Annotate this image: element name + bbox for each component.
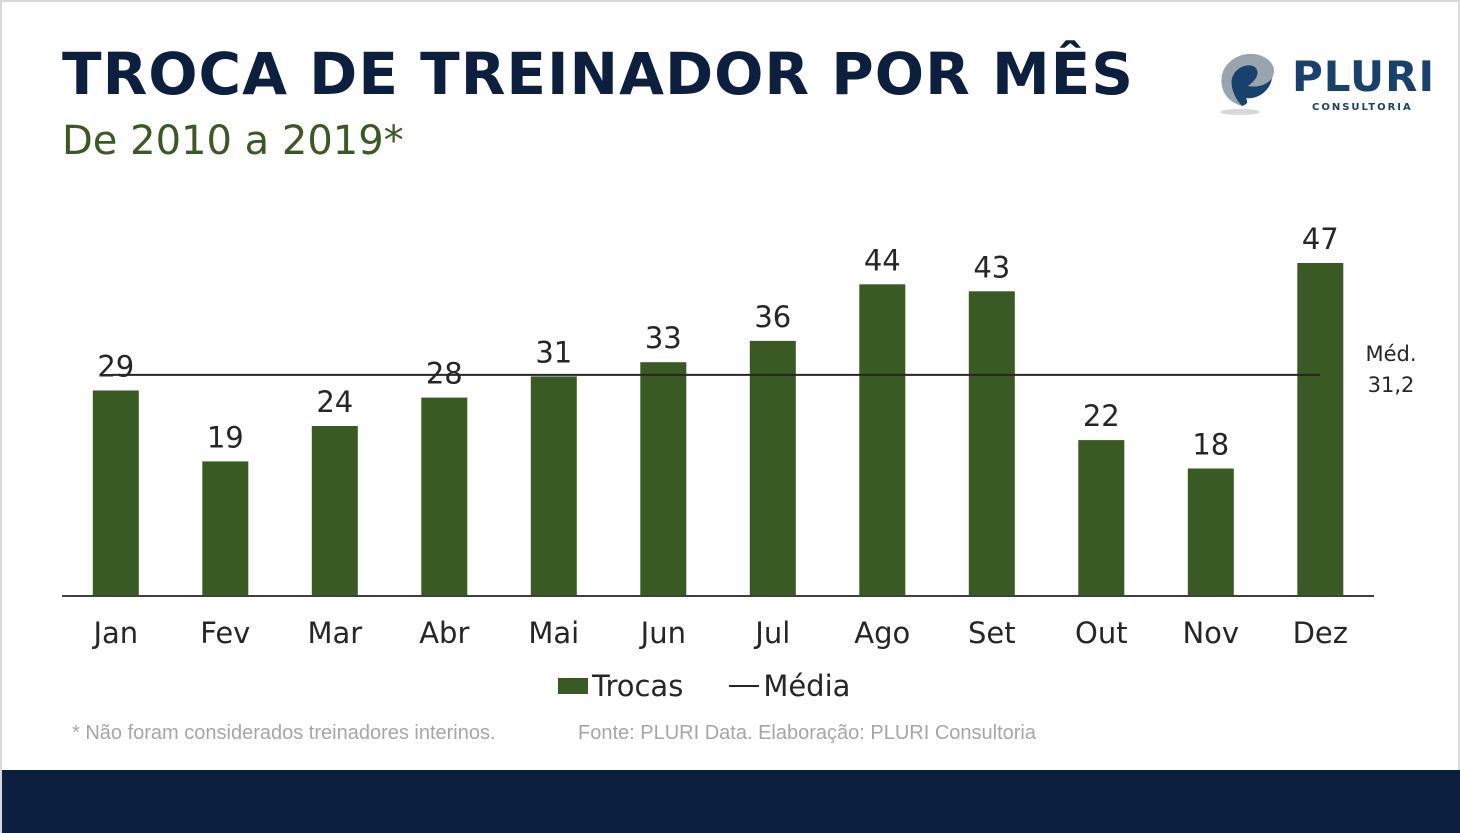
logo-tagline: CONSULTORIA (1312, 102, 1413, 113)
pluri-swirl-icon (1220, 53, 1274, 115)
legend-swatch-media (729, 685, 760, 687)
value-label-mai: 31 (535, 335, 572, 369)
bar-set (968, 291, 1015, 596)
chart-legend: Trocas Média (558, 666, 850, 706)
bar-chart: 29 19 24 28 31 33 36 44 43 22 18 47 Jan Fev Mar Abr Mai… (62, 222, 1417, 650)
category-label-fev: Fev (200, 616, 250, 650)
logo-wordmark: PLURI (1292, 52, 1436, 101)
value-label-jul: 36 (754, 300, 791, 334)
bar-nov (1187, 468, 1234, 596)
category-label-ago: Ago (854, 616, 910, 650)
category-label-out: Out (1075, 616, 1128, 650)
value-label-nov: 18 (1192, 428, 1229, 462)
bar-jun (640, 362, 687, 596)
category-label-set: Set (968, 616, 1016, 650)
value-label-jan: 29 (97, 350, 134, 384)
category-label-abr: Abr (419, 616, 469, 650)
value-label-jun: 33 (645, 321, 682, 355)
bar-out (1078, 440, 1125, 596)
bars-group (92, 263, 1344, 596)
legend-label-media: Média (763, 669, 851, 703)
footer-band (2, 770, 1460, 833)
value-label-fev: 19 (207, 420, 244, 454)
value-label-ago: 44 (864, 243, 901, 277)
value-label-mar: 24 (316, 385, 353, 419)
value-label-dez: 47 (1302, 222, 1339, 256)
bar-mai (530, 376, 577, 596)
legend-swatch-trocas (558, 678, 588, 694)
value-label-set: 43 (973, 250, 1010, 284)
mean-value-label: 31,2 (1368, 373, 1415, 397)
category-label-mar: Mar (307, 616, 362, 650)
bar-abr (421, 397, 468, 596)
footnote: * Não foram considerados treinadores int… (72, 722, 496, 744)
page-title: TROCA DE TREINADOR POR MÊS (62, 40, 1135, 108)
legend-label-trocas: Trocas (592, 669, 684, 703)
page-subtitle: De 2010 a 2019* (62, 118, 404, 164)
category-label-jul: Jul (753, 616, 790, 650)
bar-dez (1297, 263, 1344, 596)
bar-fev (202, 461, 249, 596)
source-note: Fonte: PLURI Data. Elaboração: PLURI Con… (578, 722, 1036, 744)
bar-ago (859, 284, 906, 596)
category-labels-group: Jan Fev Mar Abr Mai Jun Jul Ago Set Out Nov Dez (91, 616, 1348, 650)
category-label-nov: Nov (1182, 616, 1239, 650)
pluri-logo: PLURI CONSULTORIA (1212, 46, 1442, 122)
value-labels-group: 29 19 24 28 31 33 36 44 43 22 18 47 (97, 222, 1338, 462)
category-label-jun: Jun (639, 616, 686, 650)
bar-jan (92, 390, 139, 596)
value-label-abr: 28 (426, 357, 463, 391)
category-label-dez: Dez (1293, 616, 1348, 650)
category-label-jan: Jan (91, 616, 138, 650)
bar-jul (749, 340, 796, 596)
bar-mar (311, 426, 358, 596)
mean-label: Méd. (1365, 342, 1416, 366)
value-label-out: 22 (1083, 399, 1120, 433)
category-label-mai: Mai (528, 616, 579, 650)
